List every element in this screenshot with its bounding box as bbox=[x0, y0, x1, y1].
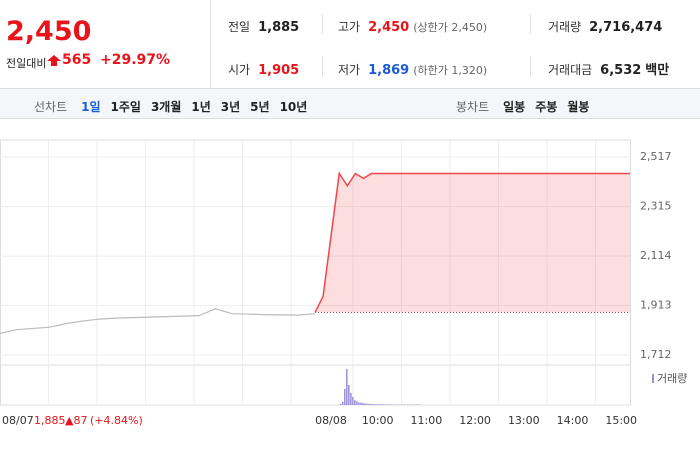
volume-bar bbox=[380, 404, 382, 405]
stat-value: 2,716,474 bbox=[589, 20, 663, 35]
header: 2,450 전일대비 565 +29.97% 전일 1,885 고가 2,450 (상한… bbox=[0, 0, 700, 89]
stat: 전일 1,885 bbox=[228, 16, 299, 35]
chart: 1,712 1,913 2,114 2,315 2,517 거래량 08/08 10:00 11… bbox=[0, 139, 687, 427]
stat: 거래대금 6,532 백만 bbox=[548, 59, 669, 78]
stat-note: (상한가 2,450) bbox=[413, 21, 488, 34]
volume-bar bbox=[386, 404, 388, 405]
volume-bar bbox=[384, 404, 386, 405]
price: 2,450 bbox=[6, 16, 92, 47]
line bbox=[314, 171, 630, 313]
change-pct: +29.97% bbox=[100, 52, 171, 68]
volume-bar bbox=[372, 404, 374, 405]
stat-label: 고가 bbox=[338, 20, 361, 34]
up-icon bbox=[47, 55, 61, 66]
divider bbox=[210, 0, 211, 88]
stat-value: 1,869 bbox=[368, 63, 410, 78]
volume-bar bbox=[354, 400, 356, 405]
stat-label: 전일 bbox=[228, 20, 251, 34]
volume-bar bbox=[356, 401, 358, 405]
volume-bar bbox=[382, 404, 384, 405]
volume-bar bbox=[358, 402, 360, 405]
volume-frame bbox=[0, 364, 631, 406]
tab[interactable]: 일봉 bbox=[503, 100, 526, 114]
volume-bar bbox=[374, 404, 376, 405]
volume-bar bbox=[368, 403, 370, 405]
prev-change: ▲87 bbox=[65, 414, 87, 427]
tab[interactable]: 1일 bbox=[81, 100, 101, 114]
divider bbox=[322, 14, 323, 34]
volume-legend: 거래량 bbox=[657, 372, 687, 385]
x-tick-label: 10:00 bbox=[362, 414, 394, 427]
volume-bar bbox=[342, 401, 344, 405]
tab[interactable]: 10년 bbox=[279, 100, 308, 114]
tab[interactable]: 월봉 bbox=[567, 100, 590, 114]
stat-value: 2,450 bbox=[368, 20, 410, 35]
stat: 저가 1,869 (하한가 1,320) bbox=[338, 59, 487, 78]
y-tick-label: 2,114 bbox=[640, 249, 672, 262]
stat-label: 거래량 bbox=[548, 20, 582, 34]
tab[interactable]: 1주일 bbox=[110, 100, 141, 114]
x-tick-label: 15:00 bbox=[605, 414, 637, 427]
x-tick-label: 12:00 bbox=[459, 414, 491, 427]
stat: 시가 1,905 bbox=[228, 59, 299, 78]
prev-close: 1,885 bbox=[34, 414, 66, 427]
prev-change-pct: (+4.84%) bbox=[90, 414, 143, 427]
area bbox=[315, 173, 630, 313]
volume-bar bbox=[340, 403, 342, 405]
volume-bar bbox=[362, 403, 364, 405]
line-tabs: 선차트 1일 1주일 3개월 1년 3년 5년 10년 bbox=[34, 96, 317, 115]
volume-bar bbox=[352, 397, 354, 405]
divider bbox=[530, 14, 531, 34]
stat-unit: 백만 bbox=[645, 63, 670, 78]
tab[interactable]: 주봉 bbox=[535, 100, 558, 114]
volume-bar bbox=[366, 403, 368, 405]
tab[interactable]: 1년 bbox=[191, 100, 211, 114]
volume-bar bbox=[390, 404, 392, 405]
candle-tabs: 봉차트 일봉 주봉 월봉 bbox=[456, 96, 599, 115]
x-tick-label: 13:00 bbox=[508, 414, 540, 427]
divider bbox=[530, 56, 531, 76]
stat-label: 거래대금 bbox=[548, 63, 593, 77]
y-tick-label: 2,315 bbox=[640, 200, 672, 213]
y-tick-label: 1,712 bbox=[640, 348, 672, 361]
stat-value: 1,885 bbox=[258, 20, 300, 35]
divider bbox=[322, 56, 323, 76]
tab-label: 봉차트 bbox=[456, 100, 490, 114]
stat-label: 저가 bbox=[338, 63, 361, 77]
tab[interactable]: 3년 bbox=[220, 100, 241, 114]
x-tick-label: 08/08 bbox=[315, 414, 347, 427]
volume-bar bbox=[348, 385, 350, 405]
y-tick-label: 2,517 bbox=[640, 150, 672, 163]
line bbox=[0, 308, 316, 334]
volume-bar bbox=[346, 369, 348, 405]
prev-date: 08/07 bbox=[2, 414, 34, 427]
volume-bar bbox=[350, 393, 352, 405]
volume-legend-key bbox=[652, 374, 654, 383]
stat-value: 1,905 bbox=[258, 63, 300, 78]
volume-bar bbox=[370, 404, 372, 405]
x-tick-label: 11:00 bbox=[411, 414, 443, 427]
tab[interactable]: 3개월 bbox=[150, 100, 182, 114]
tab-bar: 선차트 1일 1주일 3개월 1년 3년 5년 10년 봉차트 일봉 주봉 월봉 bbox=[0, 89, 700, 119]
change-label: 전일대비 bbox=[6, 57, 47, 70]
volume-bar bbox=[360, 402, 362, 405]
volume-bar bbox=[364, 403, 366, 405]
stat-label: 시가 bbox=[228, 63, 251, 77]
volume-bar bbox=[344, 389, 346, 405]
stat-value: 6,532 bbox=[600, 63, 642, 78]
volume-bar bbox=[376, 404, 378, 405]
volume-bar bbox=[378, 404, 380, 405]
stat: 고가 2,450 (상한가 2,450) bbox=[338, 16, 487, 35]
stat: 거래량 2,716,474 bbox=[548, 16, 662, 35]
x-tick-label: 14:00 bbox=[557, 414, 589, 427]
tab[interactable]: 5년 bbox=[250, 100, 270, 114]
tab-label: 선차트 bbox=[34, 100, 68, 114]
stat-note: (하한가 1,320) bbox=[413, 64, 488, 77]
volume-bar bbox=[388, 404, 390, 405]
y-tick-label: 1,913 bbox=[640, 299, 672, 312]
change: 565 bbox=[62, 52, 92, 68]
